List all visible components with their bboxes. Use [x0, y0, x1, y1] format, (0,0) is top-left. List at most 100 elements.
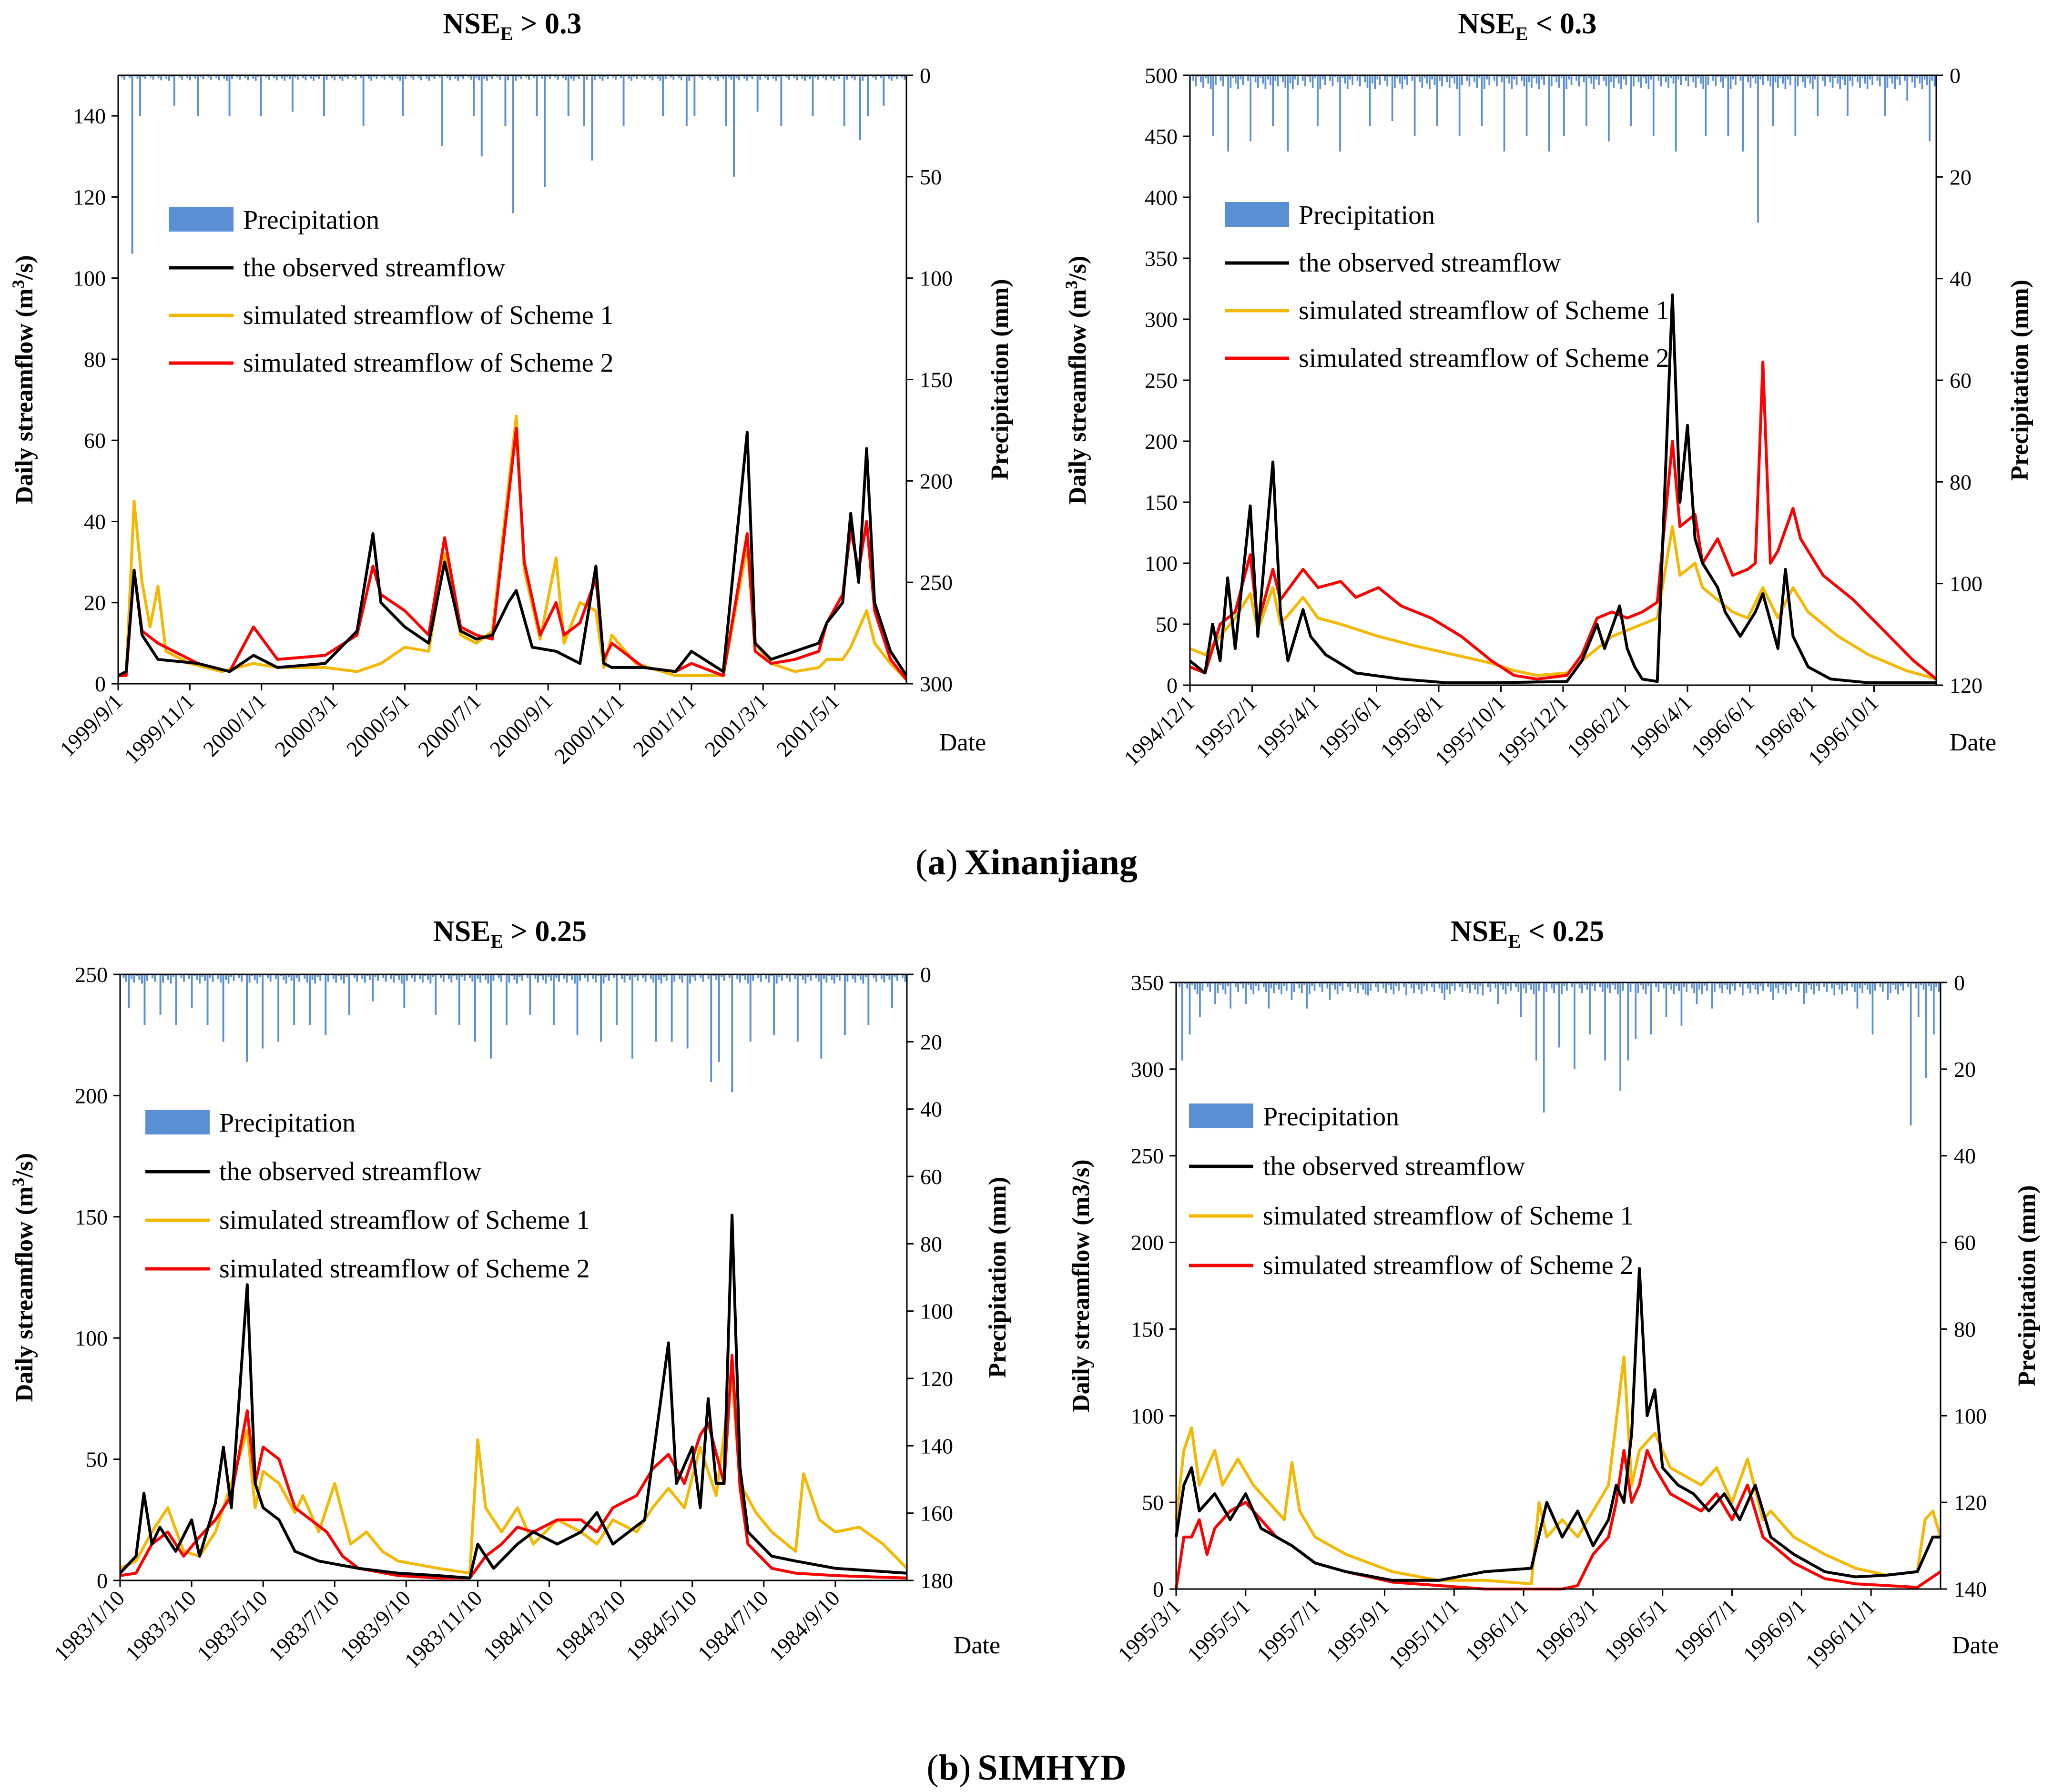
precipitation-bar: [1385, 982, 1387, 993]
precipitation-bar: [558, 974, 560, 982]
legend-swatch-precipitation: [1189, 1104, 1253, 1128]
x-tick-label: 1995/5/1: [1182, 1594, 1255, 1667]
precipitation-bar: [563, 974, 565, 979]
precipitation-bar: [488, 75, 491, 77]
precipitation-bar: [1484, 75, 1485, 90]
precipitation-bar: [1869, 75, 1871, 80]
precipitation-bar: [823, 974, 825, 979]
precipitation-bar: [694, 974, 697, 981]
precipitation-bar: [1270, 75, 1271, 85]
precipitation-bar: [1803, 982, 1805, 1004]
precipitation-bar: [1438, 982, 1441, 989]
precipitation-bar: [504, 75, 507, 126]
precipitation-bar: [1593, 75, 1595, 90]
precipitation-bar: [1629, 982, 1632, 992]
precipitation-bar: [1839, 75, 1841, 90]
precipitation-bar: [670, 75, 672, 78]
precipitation-bar: [1486, 75, 1488, 80]
y-tick-label: 200: [75, 1083, 108, 1108]
precipitation-bar: [360, 75, 362, 78]
precipitation-bar: [1530, 982, 1532, 990]
precipitation-bar: [1769, 982, 1772, 992]
precipitation-bar: [1411, 75, 1413, 81]
precipitation-bar: [857, 974, 859, 976]
precipitation-bar: [786, 974, 788, 978]
precipitation-bar: [1754, 982, 1757, 990]
precipitation-bar: [1563, 982, 1565, 986]
precipitation-bar: [1362, 982, 1364, 990]
precipitation-bar: [1886, 75, 1889, 88]
precipitation-bar: [1790, 982, 1792, 991]
precipitation-bar: [319, 974, 322, 981]
precipitation-bar: [1938, 982, 1940, 992]
precipitation-bar: [277, 974, 280, 1042]
precipitation-bar: [1321, 982, 1323, 992]
precipitation-bar: [1752, 75, 1754, 78]
precipitation-bar: [1925, 982, 1927, 1078]
precipitation-bar: [199, 974, 201, 984]
precipitation-bar: [473, 75, 475, 116]
precipitation-bar: [1446, 75, 1448, 82]
precipitation-bar: [1267, 75, 1269, 80]
precipitation-bar: [620, 75, 622, 78]
precipitation-bar: [529, 974, 531, 1015]
precipitation-bar: [197, 75, 199, 116]
precipitation-bar: [1595, 75, 1597, 80]
precipitation-bar: [1667, 982, 1670, 985]
precipitation-bar: [453, 974, 455, 976]
legend-label: Precipitation: [219, 1108, 356, 1138]
legend-label: the observed streamflow: [219, 1157, 482, 1186]
precipitation-bar: [1476, 75, 1478, 88]
precipitation-bar: [1202, 75, 1204, 88]
precipitation-bar: [314, 974, 316, 984]
precipitation-bar: [1511, 75, 1513, 90]
precipitation-bar: [815, 974, 817, 978]
precipitation-bar: [1712, 75, 1714, 81]
precipitation-bar: [1336, 982, 1339, 994]
y-tick-label: 300: [1131, 1057, 1164, 1082]
precipitation-bar: [565, 75, 567, 81]
precipitation-bar: [1431, 75, 1433, 80]
precipitation-bar: [665, 974, 668, 981]
precipitation-bar: [1655, 982, 1657, 987]
precipitation-bar: [1813, 982, 1815, 994]
precipitation-bar: [1896, 75, 1899, 80]
precipitation-bar: [1339, 982, 1341, 986]
precipitation-bar: [474, 974, 476, 1042]
precipitation-bar: [1431, 982, 1433, 987]
precipitation-bar: [615, 75, 617, 80]
y2-tick-label: 180: [920, 1569, 953, 1593]
precipitation-bar: [812, 75, 814, 116]
precipitation-bar: [542, 974, 544, 980]
precipitation-bar: [875, 974, 877, 982]
precipitation-bar: [1645, 75, 1647, 84]
precipitation-bar: [1609, 982, 1611, 993]
precipitation-bar: [1214, 982, 1216, 1004]
x-tick-label: 1995/11/1: [1384, 1594, 1464, 1674]
precipitation-bar: [605, 974, 607, 977]
precipitation-bar: [461, 974, 463, 977]
precipitation-bar: [862, 974, 864, 984]
y-tick-label: 50: [1142, 1490, 1164, 1515]
precipitation-bar: [1319, 75, 1321, 90]
precipitation-bar: [1859, 982, 1861, 989]
precipitation-bar: [1394, 75, 1396, 88]
precipitation-bar: [1706, 982, 1708, 991]
precipitation-bar: [483, 75, 486, 79]
precipitation-bar: [1700, 75, 1702, 84]
precipitation-bar: [1195, 75, 1197, 87]
precipitation-bar: [721, 974, 723, 977]
x-tick-label: 1996/5/1: [1599, 1594, 1672, 1667]
precipitation-bar: [541, 75, 543, 79]
precipitation-bar: [1342, 75, 1344, 78]
precipitation-bar: [1497, 982, 1499, 1004]
precipitation-bar: [1515, 982, 1517, 987]
precipitation-bar: [315, 75, 317, 77]
precipitation-bar: [1891, 75, 1893, 84]
precipitation-bar: [715, 974, 718, 980]
precipitation-bar: [373, 75, 375, 77]
precipitation-bar: [457, 75, 459, 81]
precipitation-bar: [1729, 75, 1732, 90]
precipitation-bar: [1931, 75, 1933, 81]
y-tick-label: 400: [1145, 185, 1178, 210]
